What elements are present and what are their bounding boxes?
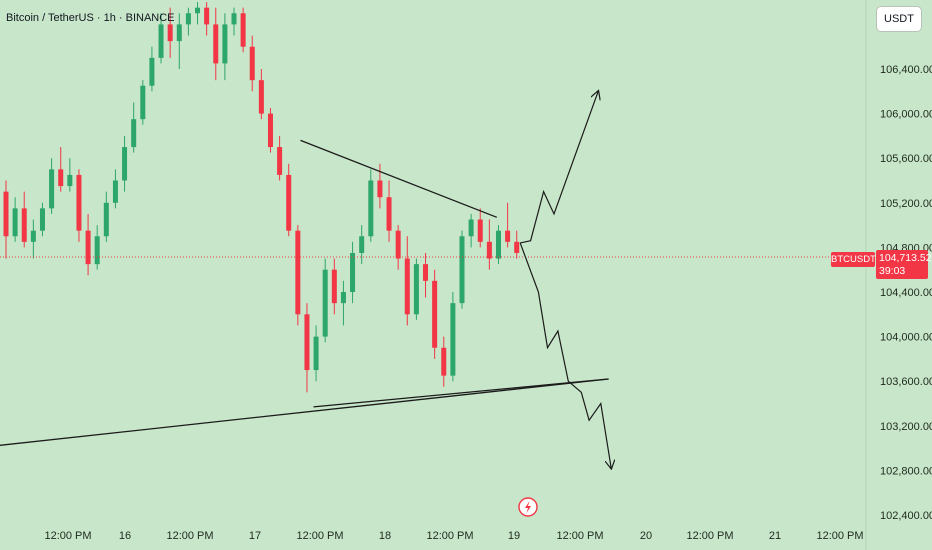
candle xyxy=(249,35,255,92)
candle xyxy=(12,197,18,242)
candle xyxy=(158,13,164,64)
candle xyxy=(122,135,128,192)
symbol-tag: BTCUSDT xyxy=(831,252,876,267)
candle xyxy=(286,163,292,237)
candle xyxy=(277,135,283,181)
candle xyxy=(432,269,438,359)
candle xyxy=(413,258,419,320)
candle xyxy=(322,258,328,343)
price-tick-label: 103,600.00 xyxy=(880,376,932,388)
candle xyxy=(359,225,365,265)
scenario-arrow[interactable] xyxy=(519,242,611,468)
candle xyxy=(112,169,118,209)
time-tick-label: 12:00 PM xyxy=(44,530,91,542)
price-axis[interactable]: 106,400.00 106,000.00 105,600.00 105,200.00… xyxy=(880,64,932,522)
last-price-value: 104,713.52 xyxy=(879,252,932,264)
candle xyxy=(386,180,392,242)
time-tick-label: 21 xyxy=(769,530,781,542)
candle xyxy=(295,225,301,326)
price-tick-label: 102,800.00 xyxy=(880,465,932,477)
candle xyxy=(267,108,273,153)
candle xyxy=(486,219,492,270)
trendline[interactable] xyxy=(0,378,609,446)
candle xyxy=(258,69,264,120)
price-tick-label: 104,400.00 xyxy=(880,287,932,299)
chart-title: Bitcoin / TetherUS · 1h · BINANCE xyxy=(6,12,175,24)
candle xyxy=(441,336,447,387)
time-tick-label: 12:00 PM xyxy=(426,530,473,542)
candle xyxy=(450,292,456,382)
time-axis[interactable]: 12:00 PM 16 12:00 PM 17 12:00 PM 18 12:00 PM 19… xyxy=(44,530,863,542)
candle xyxy=(459,230,465,309)
candle xyxy=(404,236,410,326)
candle xyxy=(58,147,64,192)
candle xyxy=(423,252,429,298)
time-tick-label: 12:00 PM xyxy=(556,530,603,542)
countdown-timer: 39:03 xyxy=(879,265,906,277)
candle xyxy=(313,325,319,382)
candle xyxy=(495,225,501,265)
candle xyxy=(21,191,27,248)
candle xyxy=(395,225,401,270)
candle xyxy=(304,303,310,393)
price-tick-label: 106,000.00 xyxy=(880,109,932,121)
candle xyxy=(67,158,73,192)
price-tick-label: 102,400.00 xyxy=(880,510,932,522)
candle xyxy=(505,202,511,248)
candle xyxy=(3,180,9,259)
time-tick-label: 12:00 PM xyxy=(816,530,863,542)
candle xyxy=(131,102,137,153)
candle xyxy=(185,7,191,36)
candle xyxy=(103,191,109,242)
trendline[interactable] xyxy=(300,139,498,218)
candle xyxy=(167,7,173,58)
candle xyxy=(94,225,100,270)
candle xyxy=(468,213,474,248)
candle xyxy=(204,2,210,36)
time-tick-label: 12:00 PM xyxy=(296,530,343,542)
candle xyxy=(222,13,228,81)
time-tick-label: 12:00 PM xyxy=(166,530,213,542)
candle xyxy=(331,258,337,315)
candle xyxy=(176,13,182,69)
last-price-tag: 104,713.52 39:03 xyxy=(876,250,932,279)
time-tick-label: 12:00 PM xyxy=(686,530,733,542)
candle xyxy=(85,213,91,276)
drawings-layer[interactable] xyxy=(0,91,611,468)
trendline[interactable] xyxy=(313,378,609,408)
price-tick-label: 105,600.00 xyxy=(880,153,932,165)
currency-button[interactable]: USDT xyxy=(876,6,922,32)
candle xyxy=(30,219,36,259)
candle xyxy=(140,80,146,125)
candle xyxy=(477,208,483,248)
candle xyxy=(39,202,45,237)
price-tick-label: 103,200.00 xyxy=(880,421,932,433)
scenario-arrow[interactable] xyxy=(520,91,598,244)
candle xyxy=(368,169,374,242)
time-tick-label: 17 xyxy=(249,530,261,542)
candle xyxy=(149,46,155,92)
candle xyxy=(340,280,346,326)
price-tick-label: 106,400.00 xyxy=(880,64,932,76)
candle xyxy=(213,7,219,81)
candle xyxy=(76,169,82,242)
candle xyxy=(350,241,356,304)
candle xyxy=(49,158,55,214)
price-tick-label: 105,200.00 xyxy=(880,198,932,210)
time-tick-label: 18 xyxy=(379,530,391,542)
candle xyxy=(514,230,520,259)
candle xyxy=(195,2,201,25)
time-tick-label: 16 xyxy=(119,530,131,542)
candle xyxy=(231,7,237,36)
lightning-bolt-icon[interactable] xyxy=(518,497,538,517)
price-tick-label: 104,000.00 xyxy=(880,332,932,344)
candle xyxy=(240,7,246,53)
time-tick-label: 20 xyxy=(640,530,652,542)
time-tick-label: 19 xyxy=(508,530,520,542)
candles-layer xyxy=(3,2,520,393)
